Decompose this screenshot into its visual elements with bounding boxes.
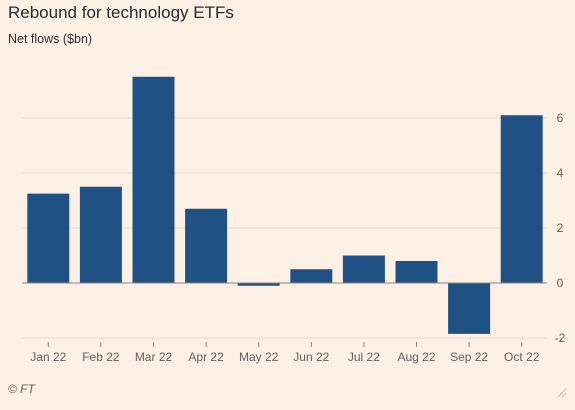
x-tick-label-sep-22: Sep 22 bbox=[450, 350, 488, 364]
x-tick-label-jan-22: Jan 22 bbox=[30, 350, 66, 364]
bar-jul-22 bbox=[342, 255, 385, 283]
source-credit: © FT bbox=[8, 382, 35, 396]
x-tick-label-aug-22: Aug 22 bbox=[397, 350, 435, 364]
x-tick-label-apr-22: Apr 22 bbox=[188, 350, 224, 364]
chart-title: Rebound for technology ETFs bbox=[8, 3, 234, 22]
y-tick-label-6: 6 bbox=[557, 111, 564, 125]
bar-jan-22 bbox=[27, 193, 70, 283]
bar-may-22 bbox=[237, 283, 280, 286]
x-tick-label-oct-22: Oct 22 bbox=[504, 350, 540, 364]
y-axis-ticks: -2 0 2 4 6 bbox=[555, 111, 566, 345]
bar-mar-22 bbox=[132, 76, 175, 283]
x-tick-label-mar-22: Mar 22 bbox=[135, 350, 173, 364]
chart-subtitle: Net flows ($bn) bbox=[8, 32, 93, 46]
bar-feb-22 bbox=[79, 186, 122, 283]
bar-sep-22 bbox=[448, 283, 491, 334]
x-tick-label-feb-22: Feb 22 bbox=[82, 350, 120, 364]
bar-jun-22 bbox=[290, 269, 333, 283]
y-tick-label-2: 2 bbox=[557, 221, 564, 235]
x-axis-ticks: Jan 22 Feb 22 Mar 22 Apr 22 May 22 Jun 22 Jul … bbox=[30, 342, 540, 364]
x-tick-label-may-22: May 22 bbox=[239, 350, 279, 364]
bar-apr-22 bbox=[185, 208, 228, 283]
bar-aug-22 bbox=[395, 261, 438, 283]
x-tick-label-jul-22: Jul 22 bbox=[348, 350, 380, 364]
bars bbox=[27, 76, 543, 334]
y-tick-label-0: 0 bbox=[557, 276, 564, 290]
y-tick-label--2: -2 bbox=[555, 331, 566, 345]
x-tick-label-jun-22: Jun 22 bbox=[293, 350, 329, 364]
y-tick-label-4: 4 bbox=[557, 166, 564, 180]
bar-oct-22 bbox=[500, 115, 543, 283]
resize-handle-icon bbox=[557, 388, 567, 398]
